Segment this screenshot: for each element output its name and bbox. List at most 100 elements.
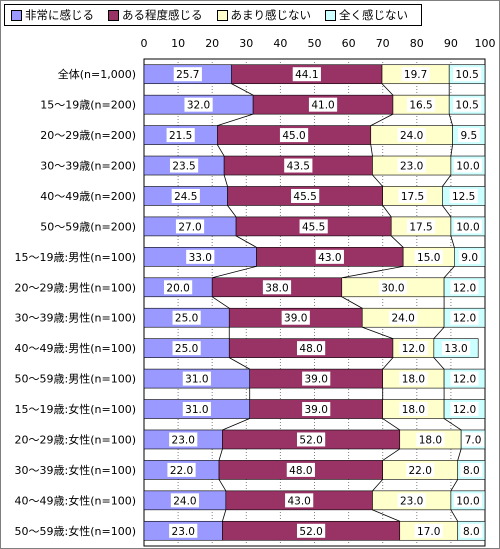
data-label: 12.0 — [453, 282, 476, 294]
data-label-bg — [453, 158, 483, 173]
x-tick-label: 70 — [376, 37, 390, 50]
data-label: 44.1 — [295, 69, 318, 81]
series-lines — [211, 83, 462, 522]
data-label-bg — [449, 188, 478, 203]
data-label: 25.7 — [176, 69, 199, 81]
data-label-bg — [416, 432, 445, 447]
category-label: 40～49歳(n=200) — [40, 190, 136, 203]
data-label: 43.0 — [318, 252, 341, 264]
data-label-bg — [166, 128, 195, 143]
data-label-bg — [406, 97, 436, 112]
data-label-bg — [399, 402, 428, 417]
data-label-bg — [399, 371, 428, 386]
series-line — [231, 83, 254, 96]
data-label-bg — [302, 402, 331, 417]
data-label-bg — [164, 280, 193, 295]
data-label: 25.0 — [175, 313, 198, 325]
data-label: 10.0 — [456, 161, 479, 173]
legend-label-1: ある程度感じる — [122, 8, 203, 22]
data-label-bg — [315, 249, 344, 264]
legend-label-2: あまり感じない — [230, 8, 312, 22]
data-label: 39.0 — [305, 374, 328, 386]
series-line — [450, 479, 459, 492]
data-label: 10.0 — [456, 221, 479, 233]
data-label-bg — [292, 67, 321, 82]
data-label: 24.0 — [400, 130, 423, 142]
data-label: 31.0 — [185, 404, 208, 416]
data-label-bg — [453, 493, 483, 508]
data-label: 45.0 — [282, 130, 305, 142]
legend-entry-1: ある程度感じる — [108, 7, 203, 23]
legend: 非常に感じる ある程度感じる あまり感じない 全く感じない — [4, 4, 422, 26]
category-label: 20～29歳(n=200) — [40, 129, 136, 142]
data-label-bg — [397, 158, 426, 173]
legend-swatch-0 — [11, 9, 22, 21]
legend-swatch-2 — [216, 9, 228, 21]
data-label-bg — [458, 249, 481, 264]
series-line — [381, 83, 394, 96]
series-line — [433, 326, 445, 339]
data-label: 39.0 — [305, 404, 328, 416]
series-line — [223, 174, 228, 187]
series-line — [370, 144, 373, 157]
legend-entry-0: 非常に感じる — [11, 7, 94, 23]
data-label: 24.5 — [174, 191, 197, 203]
category-label: 全体(n=1,000) — [58, 67, 136, 81]
data-label: 8.0 — [463, 526, 480, 538]
data-label-bg — [399, 341, 428, 356]
series-line — [229, 357, 250, 370]
legend-swatch-1 — [108, 9, 119, 21]
data-label-bg — [296, 432, 326, 447]
series-line — [382, 205, 392, 218]
category-label: 30～39歳:女性(n=100) — [15, 463, 136, 477]
series-line — [218, 448, 223, 461]
category-labels: 全体(n=1,000) 15～19歳(n=200) 20～29歳(n=200) 30～… — [15, 67, 136, 538]
series-line — [443, 266, 455, 279]
series-line — [362, 326, 394, 340]
data-label: 10.5 — [455, 100, 478, 112]
data-label-bg — [389, 310, 418, 325]
data-label-bg — [171, 188, 200, 203]
data-label: 27.0 — [178, 221, 201, 233]
x-tick-label: 30 — [239, 37, 253, 50]
series-line — [218, 479, 227, 492]
series-line — [212, 265, 257, 279]
series-line — [216, 144, 225, 157]
category-label: 50～59歳(n=200) — [40, 220, 136, 233]
data-label: 15.0 — [417, 252, 440, 264]
category-label: 30～39歳(n=200) — [40, 160, 136, 173]
data-label: 33.0 — [189, 252, 212, 264]
data-label: 10.5 — [455, 69, 478, 81]
series-line — [450, 144, 454, 157]
data-label-bg — [182, 371, 211, 386]
data-label: 18.0 — [419, 434, 442, 446]
data-label: 24.0 — [391, 313, 414, 325]
data-label: 12.5 — [452, 191, 475, 203]
category-label: 50～59歳:男性(n=100) — [15, 372, 136, 386]
series-line — [227, 205, 237, 218]
data-label: 9.5 — [460, 130, 477, 142]
series-line — [341, 296, 363, 309]
legend-entry-3: 全く感じない — [325, 7, 408, 23]
category-label: 15～19歳:男性(n=100) — [15, 250, 136, 264]
category-label: 20～29歳:女性(n=100) — [15, 432, 136, 446]
x-tick-label: 0 — [141, 37, 148, 50]
series-line — [382, 357, 394, 370]
category-label: 50～59歳:女性(n=100) — [15, 524, 136, 538]
data-label: 7.0 — [465, 434, 482, 446]
data-label: 24.0 — [173, 495, 196, 507]
data-label: 23.0 — [172, 526, 195, 538]
data-label: 31.0 — [185, 374, 208, 386]
data-label-bg — [167, 462, 196, 477]
series-line — [382, 418, 400, 431]
data-label: 48.0 — [299, 343, 322, 355]
data-label: 8.0 — [463, 465, 480, 477]
data-label: 43.0 — [287, 495, 310, 507]
series-line — [341, 265, 404, 279]
data-label-bg — [302, 371, 331, 386]
data-label-bg — [450, 310, 479, 325]
data-label-bg — [414, 523, 443, 538]
data-label-bg — [299, 219, 328, 234]
legend-entry-2: あまり感じない — [216, 7, 312, 23]
